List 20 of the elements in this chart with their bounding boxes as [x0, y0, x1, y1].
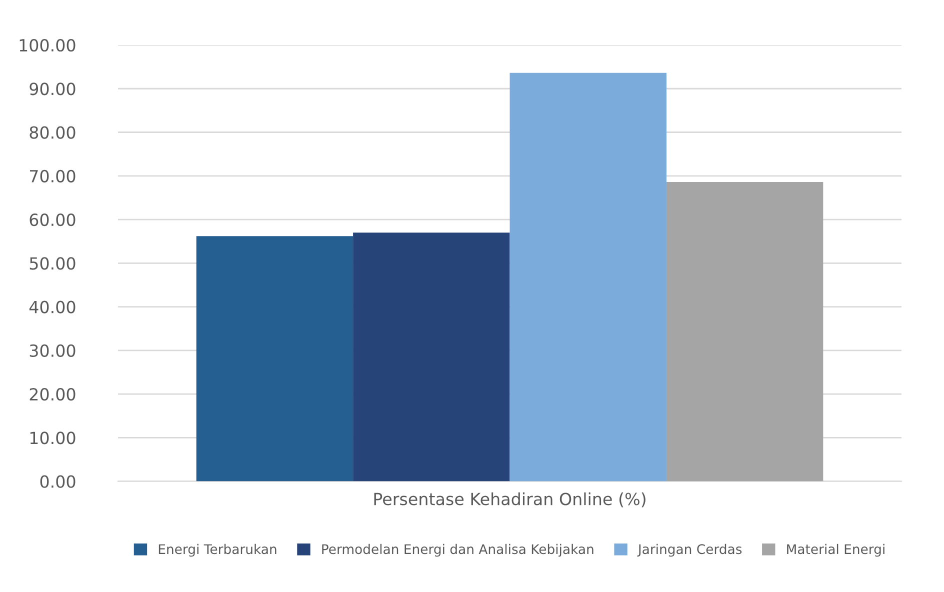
legend-label: Jaringan Cerdas [637, 544, 742, 557]
y-tick-label: 0.00 [40, 475, 76, 488]
legend-label: Permodelan Energi dan Analisa Kebijakan [322, 544, 594, 557]
bar [666, 182, 824, 482]
y-tick-label: 90.00 [30, 82, 76, 96]
bar [353, 232, 510, 482]
bar [510, 72, 666, 482]
y-tick-label: 80.00 [30, 126, 76, 139]
y-tick-label: 10.00 [30, 432, 76, 444]
y-tick-label: 60.00 [30, 213, 76, 226]
legend-label: Material Energi [787, 544, 884, 557]
y-tick-label: 40.00 [29, 300, 76, 314]
y-tick-label: 100.00 [20, 38, 76, 52]
y-tick-label: 70.00 [30, 170, 76, 182]
legend-label: Energi Terbarukan [158, 544, 276, 557]
x-tick-label: Persentase Kehadiran Online (%) [374, 492, 646, 508]
y-tick-label: 30.00 [30, 344, 76, 357]
bar [196, 236, 354, 482]
y-tick-label: 50.00 [30, 257, 76, 270]
y-tick-label: 20.00 [30, 388, 76, 401]
